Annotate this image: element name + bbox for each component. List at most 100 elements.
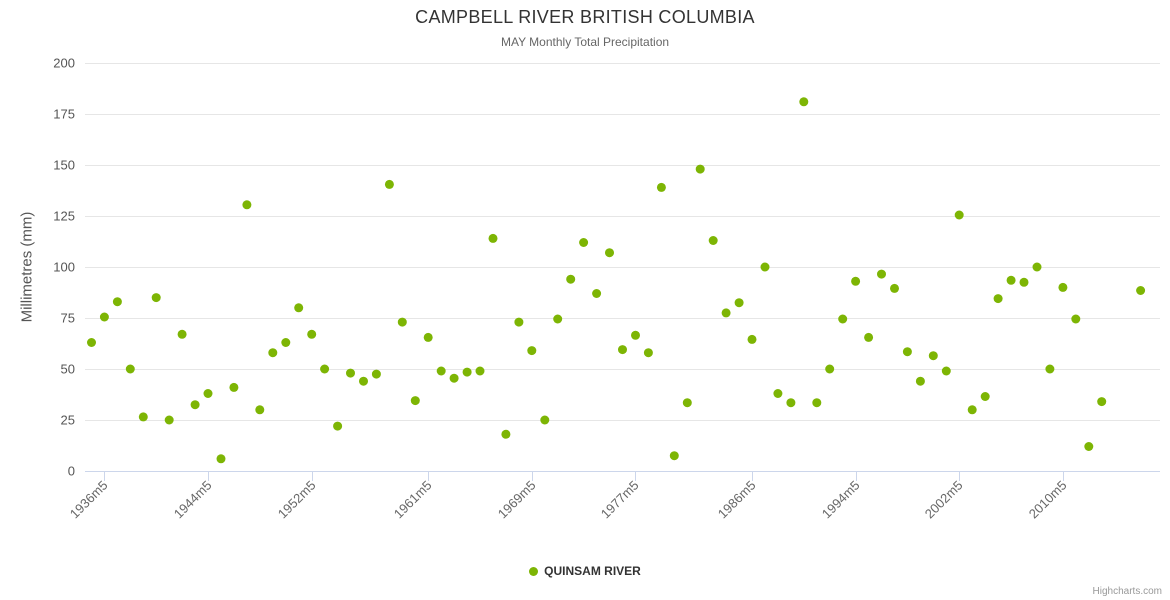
data-point[interactable] (890, 283, 899, 293)
data-point[interactable] (915, 376, 925, 386)
x-tick-label: 1944m5 (171, 478, 215, 522)
y-tick-label: 75 (61, 311, 75, 326)
data-point[interactable] (954, 210, 964, 220)
data-point[interactable] (941, 366, 951, 376)
data-point[interactable] (864, 332, 874, 342)
y-tick-label: 125 (53, 209, 75, 224)
data-point[interactable] (812, 398, 822, 408)
x-tick-label: 1986m5 (715, 478, 759, 522)
data-point[interactable] (384, 179, 394, 189)
data-point[interactable] (294, 303, 304, 313)
x-tick-label: 2002m5 (922, 478, 966, 522)
data-point[interactable] (1058, 282, 1068, 292)
legend-marker-icon (529, 566, 539, 576)
credits-link[interactable]: Highcharts.com (1092, 586, 1162, 597)
data-point[interactable] (242, 200, 252, 210)
data-point[interactable] (708, 236, 718, 245)
data-point[interactable] (488, 233, 498, 243)
data-point[interactable] (773, 389, 783, 398)
data-point[interactable] (553, 314, 563, 324)
data-point[interactable] (579, 238, 589, 247)
data-point[interactable] (721, 308, 731, 318)
data-point[interactable] (410, 396, 420, 406)
data-point[interactable] (1006, 275, 1016, 285)
data-point[interactable] (656, 182, 666, 192)
data-point[interactable] (138, 412, 148, 422)
data-point[interactable] (423, 332, 433, 342)
data-point[interactable] (190, 400, 200, 410)
data-point[interactable] (268, 348, 278, 358)
data-point[interactable] (825, 364, 835, 374)
y-tick-label: 50 (61, 362, 75, 377)
data-point[interactable] (307, 329, 317, 339)
data-point[interactable] (1032, 262, 1042, 272)
data-point[interactable] (514, 317, 524, 327)
data-point[interactable] (695, 164, 705, 174)
legend-item-quinsam-river[interactable]: QUINSAM RIVER (0, 564, 1170, 578)
data-point[interactable] (682, 398, 692, 408)
data-point[interactable] (164, 415, 174, 425)
data-point[interactable] (566, 274, 576, 284)
data-point[interactable] (1019, 277, 1029, 287)
data-point[interactable] (747, 334, 757, 344)
data-point[interactable] (203, 389, 213, 398)
data-point[interactable] (462, 367, 472, 377)
data-point[interactable] (1136, 286, 1146, 295)
data-point[interactable] (838, 314, 848, 324)
data-point[interactable] (851, 276, 861, 286)
data-point[interactable] (1071, 314, 1081, 324)
data-point[interactable] (1045, 364, 1055, 374)
y-tick-label: 100 (53, 260, 75, 275)
data-point[interactable] (605, 248, 614, 258)
data-point[interactable] (371, 369, 381, 379)
data-point[interactable] (786, 398, 796, 408)
data-point[interactable] (320, 364, 330, 374)
x-tick-label: 1961m5 (391, 478, 435, 522)
data-point[interactable] (359, 376, 368, 386)
data-point[interactable] (592, 289, 602, 298)
data-point[interactable] (527, 346, 537, 356)
data-point[interactable] (125, 364, 135, 374)
data-point[interactable] (967, 405, 977, 415)
data-point[interactable] (1084, 442, 1094, 451)
data-point[interactable] (436, 366, 446, 376)
data-point[interactable] (980, 392, 990, 401)
data-point[interactable] (177, 329, 187, 339)
data-point[interactable] (902, 347, 912, 357)
data-point[interactable] (669, 451, 679, 461)
x-tick-label: 1969m5 (495, 478, 539, 522)
y-tick-label: 25 (61, 413, 75, 428)
chart-title: CAMPBELL RIVER BRITISH COLUMBIA (415, 7, 755, 27)
data-point[interactable] (87, 338, 96, 347)
x-tick-label: 1952m5 (275, 478, 319, 522)
data-point[interactable] (631, 330, 640, 340)
data-point[interactable] (618, 345, 627, 355)
data-point[interactable] (475, 366, 485, 376)
data-point[interactable] (1097, 397, 1107, 407)
data-point[interactable] (216, 454, 226, 464)
x-tick-label: 1977m5 (598, 478, 642, 522)
data-point[interactable] (501, 429, 511, 439)
data-point[interactable] (151, 293, 161, 303)
data-point[interactable] (760, 262, 770, 272)
data-point[interactable] (229, 382, 239, 392)
x-tick-label: 1936m5 (67, 478, 111, 522)
data-point[interactable] (928, 351, 938, 361)
y-tick-label: 200 (53, 56, 75, 71)
y-tick-label: 0 (68, 464, 75, 479)
data-point[interactable] (281, 338, 291, 347)
data-point[interactable] (449, 373, 459, 383)
data-point[interactable] (346, 368, 355, 378)
data-point[interactable] (643, 348, 653, 358)
data-point[interactable] (255, 405, 265, 415)
data-point[interactable] (877, 269, 886, 279)
data-point[interactable] (99, 312, 109, 322)
data-point[interactable] (734, 298, 744, 308)
data-point[interactable] (993, 294, 1003, 304)
data-point[interactable] (397, 317, 407, 327)
data-point[interactable] (112, 297, 122, 307)
data-point[interactable] (799, 97, 809, 107)
data-point[interactable] (333, 421, 343, 431)
data-point[interactable] (540, 415, 550, 425)
